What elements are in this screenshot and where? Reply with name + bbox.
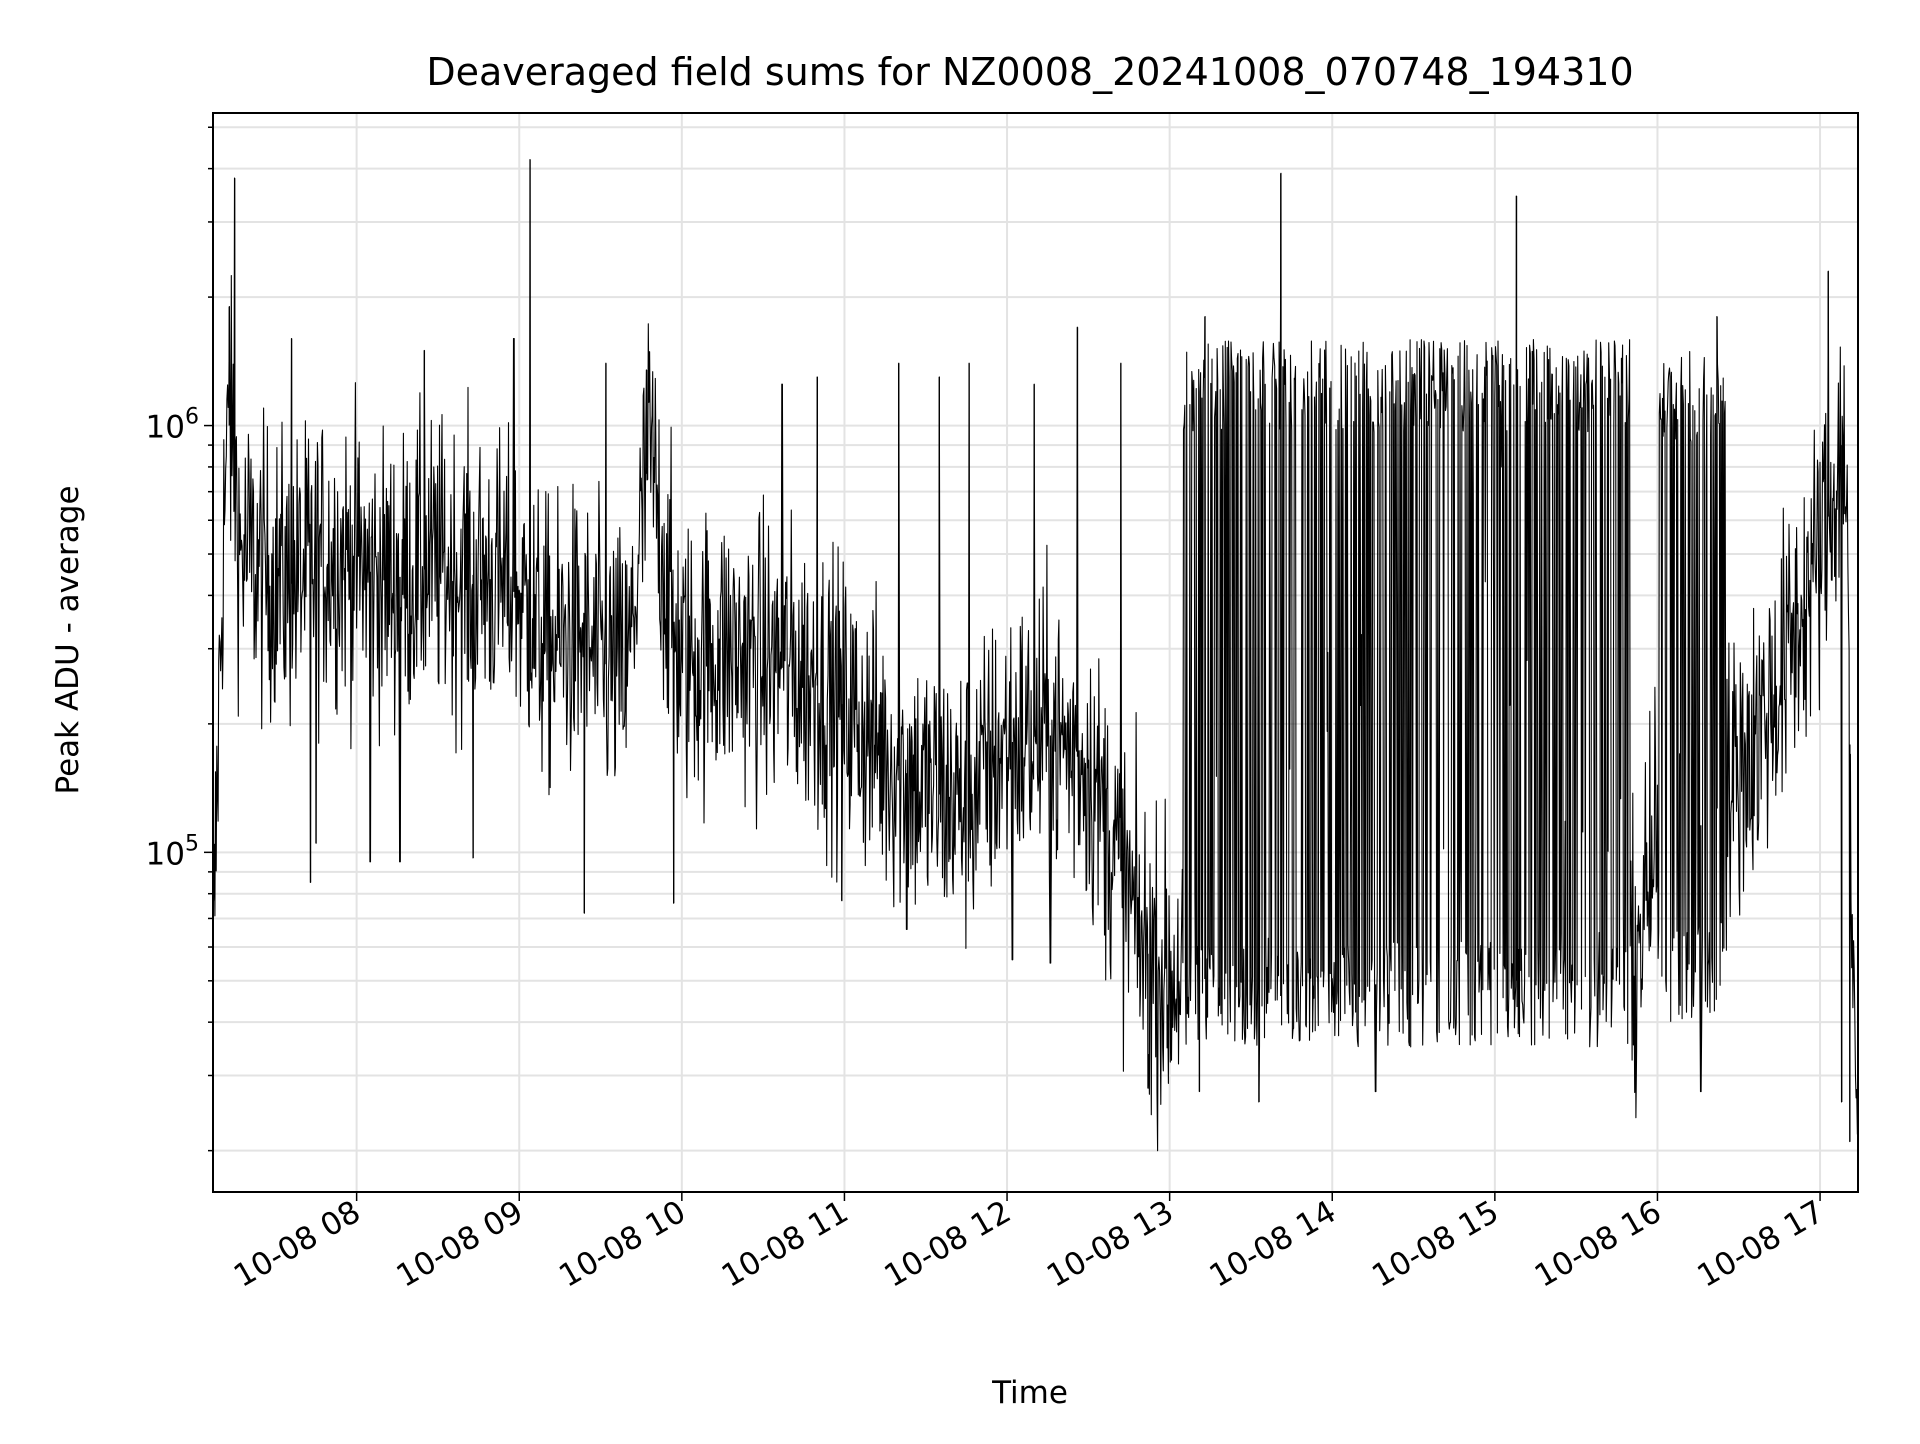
x-axis-label: Time (991, 1375, 1068, 1411)
axes-frame (212, 112, 1859, 1193)
y-tick-label: 106 (146, 405, 199, 446)
y-axis-label: Peak ADU - average (50, 485, 86, 794)
grid (213, 113, 1858, 1192)
series-line (212, 159, 1859, 1152)
chart-title: Deaveraged field sums for NZ0008_2024100… (426, 50, 1633, 94)
y-tick-label: 105 (146, 831, 199, 872)
plot-area (212, 159, 1859, 1152)
